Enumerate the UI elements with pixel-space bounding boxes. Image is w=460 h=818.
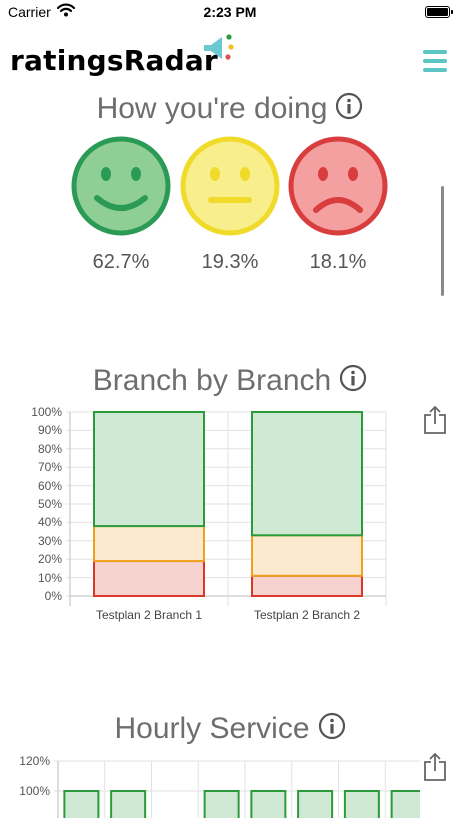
- branch-title: Branch by Branch: [92, 364, 332, 397]
- status-bar: Carrier 2:23 PM: [0, 0, 460, 26]
- info-icon[interactable]: [318, 712, 346, 748]
- bar: [390, 790, 420, 818]
- app-logo-text: ratingsRadar: [10, 44, 218, 77]
- bar: [63, 790, 100, 818]
- hourly-bar-chart: [54, 760, 420, 818]
- branch-title-row: Branch by Branch: [0, 364, 460, 400]
- sad-face-icon: [288, 136, 388, 236]
- y-tick-label: 30%: [37, 533, 62, 548]
- bar-segment: [251, 411, 363, 537]
- battery-icon: [425, 6, 453, 18]
- y-tick-label: 10%: [37, 570, 62, 585]
- y-tick-label: 70%: [37, 460, 62, 475]
- bar-segment: [251, 534, 363, 577]
- summary-title-row: How you're doing: [0, 92, 460, 128]
- hourly-title: Hourly Service: [114, 712, 310, 745]
- x-category-label: Testplan 2 Branch 1: [95, 608, 203, 622]
- bar-segment: [93, 525, 205, 563]
- hamburger-menu-button[interactable]: [420, 48, 450, 74]
- y-tick-label: 60%: [37, 478, 62, 493]
- bar: [343, 790, 380, 818]
- x-category-label: Testplan 2 Branch 2: [253, 608, 361, 622]
- happy-face-icon: [71, 136, 171, 236]
- y-tick-label: 100%: [19, 784, 50, 798]
- neutral-percent: 19.3%: [201, 251, 259, 273]
- bar: [297, 790, 334, 818]
- info-icon[interactable]: [335, 92, 363, 128]
- vertical-scrollbar[interactable]: [441, 186, 444, 296]
- hourly-title-row: Hourly Service: [0, 712, 460, 748]
- megaphone-icon: [202, 33, 236, 68]
- y-tick-label: 20%: [37, 552, 62, 567]
- summary-title: How you're doing: [96, 92, 328, 125]
- y-tick-label: 80%: [37, 441, 62, 456]
- y-tick-label: 120%: [19, 754, 50, 768]
- sad-percent: 18.1%: [309, 251, 367, 273]
- bar-segment: [93, 411, 205, 528]
- share-icon[interactable]: [422, 405, 448, 435]
- bar: [203, 790, 240, 818]
- branch-stacked-bar-chart: [66, 411, 387, 606]
- y-tick-label: 0%: [44, 589, 62, 603]
- share-icon[interactable]: [422, 752, 448, 782]
- y-tick-label: 100%: [31, 405, 62, 419]
- y-tick-label: 50%: [37, 497, 62, 511]
- neutral-face-icon: [180, 136, 280, 236]
- bar: [110, 790, 147, 818]
- status-time: 2:23 PM: [203, 4, 257, 20]
- bar: [250, 790, 287, 818]
- y-tick-label: 40%: [37, 515, 62, 530]
- bar-segment: [93, 560, 205, 597]
- y-tick-label: 90%: [37, 423, 62, 438]
- happy-percent: 62.7%: [92, 251, 150, 273]
- bar-segment: [251, 574, 363, 597]
- info-icon[interactable]: [339, 364, 367, 400]
- wifi-icon: [56, 3, 76, 20]
- carrier-label: Carrier: [8, 4, 51, 20]
